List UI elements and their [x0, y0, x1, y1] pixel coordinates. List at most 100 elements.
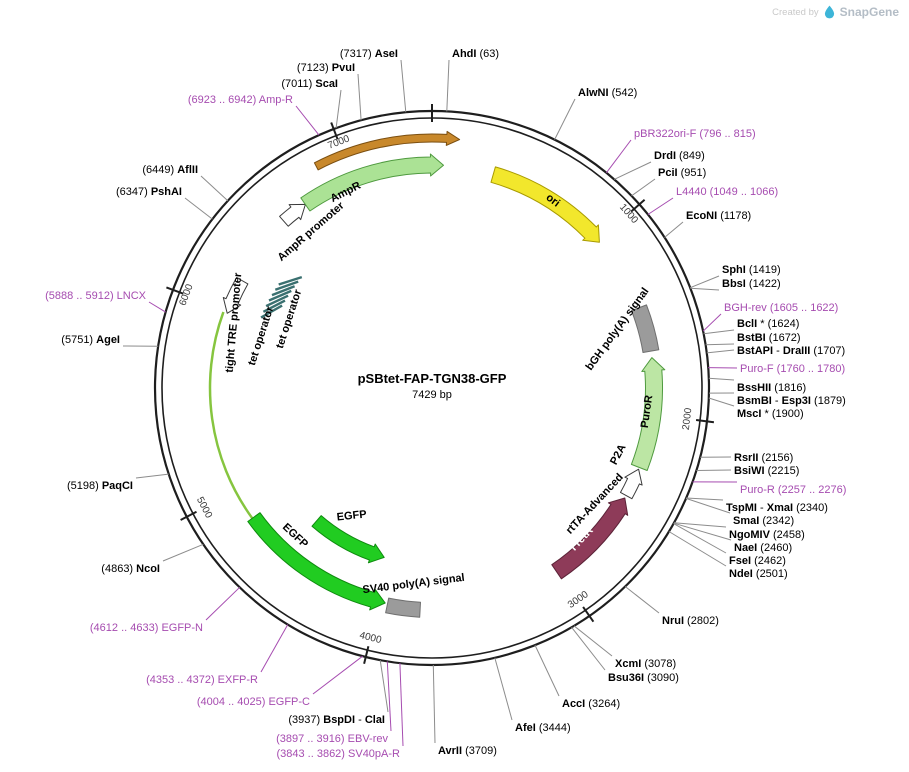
scale-label-6000: 6000: [177, 282, 195, 307]
feature-EGFP-inner: [311, 515, 385, 564]
feature-bGH-polyA-signal: [631, 304, 660, 353]
site-label-EBV-rev: (3897 .. 3916) EBV-rev: [276, 733, 388, 745]
site-label-DrdI: DrdI (849): [654, 150, 705, 162]
plasmid-name: pSBtet-FAP-TGN38-GFP: [357, 371, 507, 386]
feature-rTetR: [551, 497, 629, 580]
feature-P2A: [620, 468, 643, 500]
feature-label-SV40-polyA-signal: SV40 poly(A) signal: [362, 572, 465, 596]
site-label-RsrII: RsrII (2156): [734, 452, 793, 464]
feature-label-tight-TRE-promoter: tight TRE promoter: [224, 272, 245, 374]
leader-XcmI: [573, 625, 613, 657]
leader-EcoNI: [664, 221, 684, 238]
site-label-BclI: BclI * (1624): [737, 318, 799, 330]
leader-BssHII: [708, 377, 735, 381]
leader-FseI: [673, 523, 727, 554]
feature-AmpR-promoter: [279, 203, 306, 227]
leader-pBR322ori-F: [606, 139, 632, 174]
feature-label-EGFP-2: EGFP: [336, 508, 367, 523]
site-label-BssHII: BssHII (1816): [737, 382, 806, 394]
leader-AflII: [200, 175, 229, 202]
feature-label-tet-operator-1: tet operator: [246, 304, 277, 367]
site-label-TspMI-XmaI: TspMI - XmaI (2340): [726, 502, 828, 514]
leader-BsiWI: [696, 469, 732, 471]
leader-DrdI: [613, 161, 652, 180]
scale-label-2000: 2000: [681, 407, 695, 431]
leader-AccI: [534, 644, 560, 697]
scale-tick-7000: [330, 122, 339, 140]
leader-PshAI: [184, 197, 213, 220]
leader-BbsI: [690, 287, 720, 291]
leader-PciI: [631, 178, 656, 197]
site-label-AhdI: AhdI (63): [452, 48, 499, 60]
leader-NdeI: [668, 531, 727, 567]
site-label-LNCX: (5888 .. 5912) LNCX: [45, 290, 147, 302]
site-label-Bsu36I: Bsu36I (3090): [608, 672, 679, 684]
site-label-Puro-R: Puro-R (2257 .. 2276): [740, 484, 846, 496]
snapgene-watermark: Created by SnapGene: [772, 5, 899, 19]
feature-AmpR: [300, 153, 444, 212]
site-label-L4440: L4440 (1049 .. 1066): [676, 186, 778, 198]
site-label-PciI: PciI (951): [658, 167, 706, 179]
site-label-NaeI: NaeI (2460): [734, 542, 792, 554]
feature-label-PuroR: PuroR: [639, 394, 655, 428]
feature-upstream-orange-feature: [313, 130, 461, 171]
leader-SV40pA-R: [399, 663, 404, 747]
snapgene-logo-icon: [824, 5, 834, 19]
site-label-pBR322ori-F: pBR322ori-F (796 .. 815): [634, 128, 756, 140]
site-label-XcmI: XcmI (3078): [615, 658, 676, 670]
site-label-PshAI: (6347) PshAI: [116, 186, 182, 198]
site-label-Puro-F: Puro-F (1760 .. 1780): [740, 363, 845, 375]
site-label-PvuI: (7123) PvuI: [297, 62, 355, 74]
leader-BspDI-ClaI: [379, 660, 389, 713]
leader-TspMI-XmaI: [686, 497, 724, 501]
feature-SV40-polyA-signal: [385, 597, 421, 618]
site-label-ScaI: (7011) ScaI: [281, 78, 338, 90]
scale-label-3000: 3000: [566, 589, 591, 611]
site-label-SphI: SphI (1419): [722, 264, 781, 276]
site-label-AflII: (6449) AflII: [142, 164, 198, 176]
leader-NruI: [624, 586, 660, 614]
leader-AfeI: [494, 657, 513, 721]
leader-BstAPI-DraIII: [706, 349, 735, 354]
scale-tick-6000: [166, 286, 184, 295]
site-label-MscI: MscI * (1900): [737, 408, 804, 420]
scale-label-5000: 5000: [194, 495, 214, 520]
leader-EGFP-C: [312, 655, 363, 695]
leader-AlwNI: [554, 98, 576, 140]
leader-L4440: [647, 197, 674, 215]
leader-AseI: [400, 59, 407, 113]
snapgene-brand-text: SnapGene: [839, 5, 899, 19]
site-label-AgeI: (5751) AgeI: [61, 334, 120, 346]
leader-EBV-rev: [386, 661, 392, 732]
leader-LNCX: [148, 301, 166, 313]
leader-NcoI: [162, 543, 204, 562]
leader-EGFP-N: [205, 586, 241, 621]
plasmid-length: 7429 bp: [412, 388, 452, 401]
site-label-AvrII: AvrII (3709): [438, 745, 497, 757]
site-label-EGFP-C: (4004 .. 4025) EGFP-C: [197, 696, 310, 708]
leader-ScaI: [335, 89, 342, 129]
leader-Amp-R: [295, 105, 320, 136]
site-label-EXFP-R: (4353 .. 4372) EXFP-R: [146, 674, 258, 686]
leader-AvrII: [432, 664, 436, 744]
site-label-AccI: AccI (3264): [562, 698, 620, 710]
scale-tick-4000: [363, 646, 370, 665]
leader-SmaI: [685, 497, 731, 514]
site-label-AlwNI: AlwNI (542): [578, 87, 637, 99]
leader-MscI: [708, 397, 735, 407]
scale-tick-3000: [582, 606, 595, 623]
site-label-NdeI: NdeI (2501): [729, 568, 788, 580]
site-label-NruI: NruI (2802): [662, 615, 719, 627]
site-label-FseI: FseI (2462): [729, 555, 786, 567]
site-label-Amp-R: (6923 .. 6942) Amp-R: [188, 94, 293, 106]
scale-tick-1000: [630, 198, 646, 213]
site-label-SmaI: SmaI (2342): [733, 515, 794, 527]
scale-tick-5000: [180, 510, 197, 521]
site-label-NcoI: (4863) NcoI: [101, 563, 160, 575]
site-label-BbsI: BbsI (1422): [722, 278, 781, 290]
leader-BGH-rev: [702, 313, 722, 332]
leader-BclI: [703, 329, 735, 335]
site-label-BstAPI-DraIII: BstAPI - DraIII (1707): [737, 345, 845, 357]
leader-NaeI: [673, 522, 732, 541]
